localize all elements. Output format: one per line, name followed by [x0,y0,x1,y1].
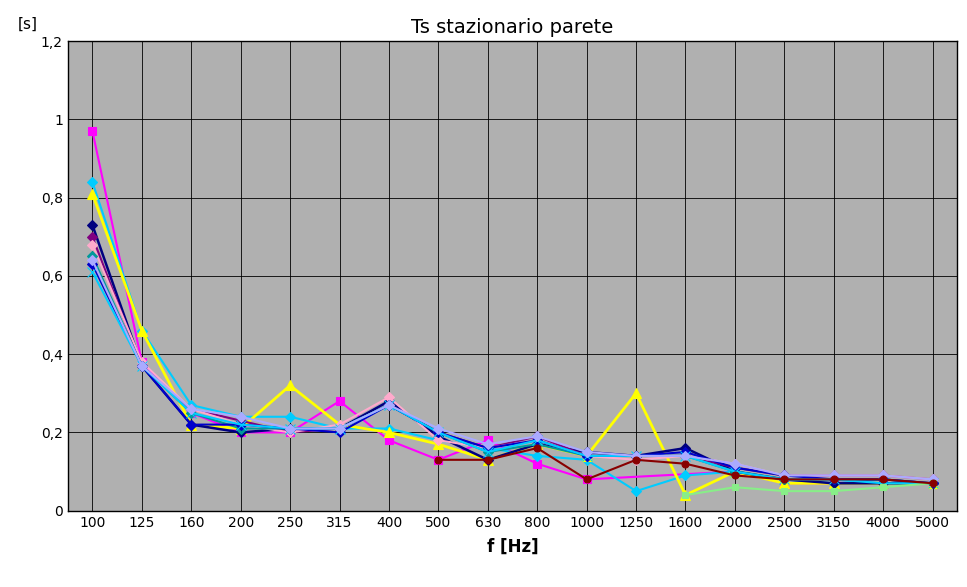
X-axis label: f [Hz]: f [Hz] [486,538,539,556]
Y-axis label: [s]: [s] [17,16,38,32]
Title: Ts stazionario parete: Ts stazionario parete [411,18,614,37]
